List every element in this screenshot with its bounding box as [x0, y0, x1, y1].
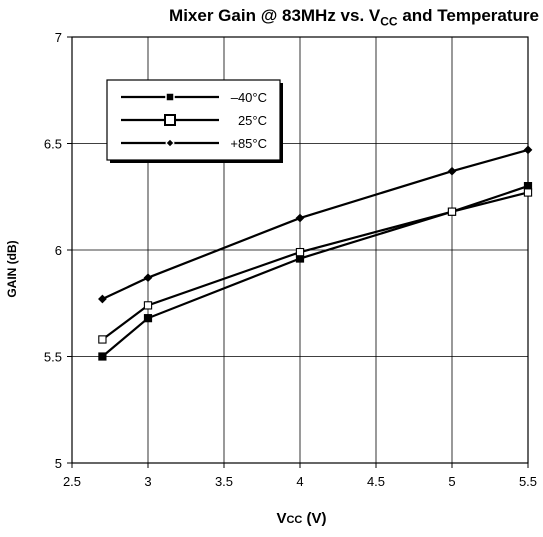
legend-label: –40°C: [231, 90, 267, 105]
series-lines: [98, 145, 533, 361]
series-group: [98, 145, 533, 304]
data-point-marker: [295, 213, 305, 223]
data-point-marker: [447, 166, 457, 176]
data-point-marker: [98, 294, 107, 304]
data-point-marker: [523, 188, 533, 197]
legend-item: –40°C: [121, 90, 267, 105]
legend-marker-core: [167, 94, 173, 100]
x-tick-label: 2.5: [63, 474, 81, 489]
y-tick-label: 5.5: [44, 350, 62, 365]
x-tick-label: 3.5: [215, 474, 233, 489]
y-tick-label: 6.5: [44, 137, 62, 152]
data-point-marker: [447, 207, 457, 216]
x-tick-label: 5.5: [519, 474, 537, 489]
y-tick-label: 5: [55, 456, 62, 471]
y-tick-label: 7: [55, 30, 62, 45]
legend-item: 25°C: [121, 113, 267, 128]
legend-marker: [165, 138, 175, 148]
data-point-marker: [98, 335, 107, 344]
y-tick-label: 6: [55, 243, 62, 258]
data-point-marker: [143, 314, 153, 323]
data-point-marker: [295, 247, 305, 257]
series-line: [101, 191, 529, 341]
x-tick-label: 4: [296, 474, 303, 489]
legend-marker: [164, 114, 176, 126]
series-line: [101, 148, 529, 300]
x-axis-label: VCC (V): [276, 510, 327, 527]
x-tick-label: 3: [144, 474, 151, 489]
data-point-marker: [523, 145, 533, 155]
legend-label: +85°C: [230, 136, 267, 151]
legend: –40°C 25°C +85°C: [106, 79, 283, 163]
tick-labels: 2.5 3 3.5 4 4.5 5 5.5 5 5.5 6 6.5 7: [44, 30, 537, 489]
x-tick-label: 4.5: [367, 474, 385, 489]
legend-item: +85°C: [121, 136, 267, 151]
data-point-marker: [98, 352, 107, 361]
legend-label: 25°C: [238, 113, 267, 128]
chart-title: Mixer Gain @ 83MHz vs. VCC and Temperatu…: [169, 6, 539, 29]
y-axis-label: GAIN (dB): [5, 240, 19, 298]
data-point-marker: [143, 273, 153, 283]
series-group: [98, 188, 533, 344]
x-tick-label: 5: [448, 474, 455, 489]
data-point-marker: [143, 301, 153, 310]
plot-frame: [71, 36, 529, 464]
